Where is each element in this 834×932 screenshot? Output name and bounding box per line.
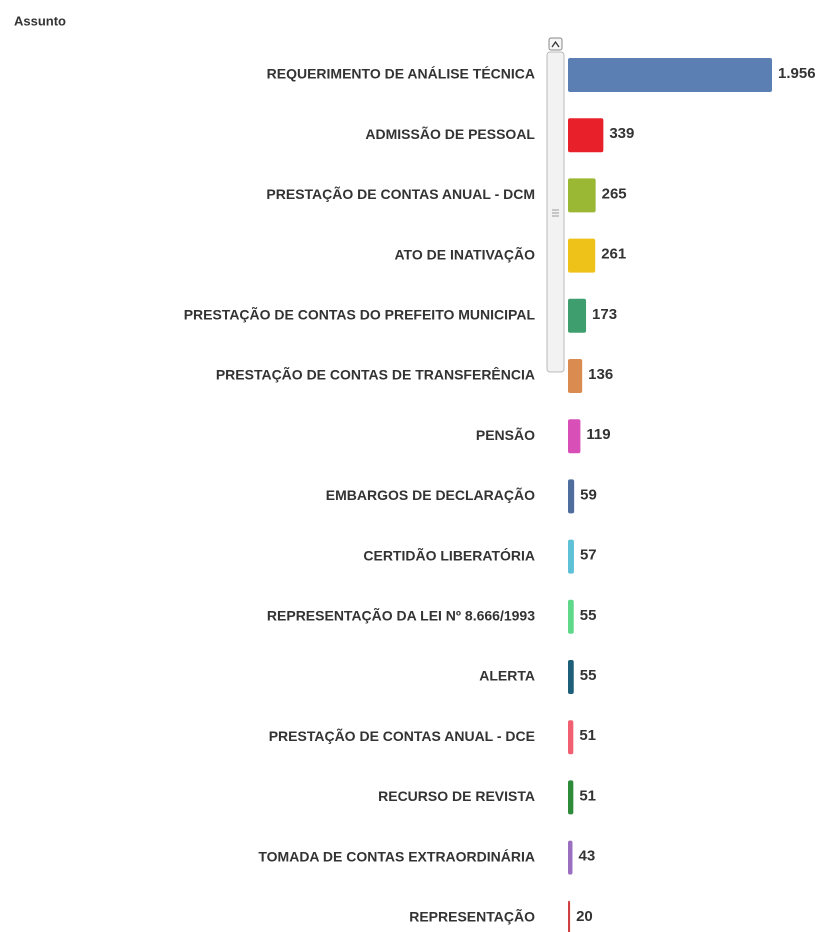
value-label: 43: [578, 848, 595, 865]
value-label: 51: [579, 727, 596, 744]
bar: [568, 599, 574, 634]
bar: [568, 359, 583, 393]
bar: [568, 840, 573, 875]
value-label: 59: [580, 486, 597, 503]
category-label: TOMADA DE CONTAS EXTRAORDINÁRIA: [258, 848, 535, 864]
bar: [568, 298, 587, 333]
category-label: REPRESENTAÇÃO: [409, 908, 535, 925]
scroll-grip: [552, 209, 559, 217]
value-label: 136: [588, 366, 613, 383]
bar: [568, 660, 574, 694]
category-label: PRESTAÇÃO DE CONTAS ANUAL - DCM: [266, 185, 535, 202]
value-label: 55: [580, 607, 597, 624]
category-label: PRESTAÇÃO DE CONTAS ANUAL - DCE: [269, 727, 535, 744]
bar: [568, 780, 574, 815]
value-label: 55: [580, 667, 597, 684]
category-label: ALERTA: [479, 668, 535, 684]
bar: [568, 118, 604, 153]
bar: [568, 900, 571, 932]
category-label: ADMISSÃO DE PESSOAL: [365, 125, 535, 142]
bar: [568, 720, 574, 755]
category-label: REPRESENTAÇÃO DA LEI Nº 8.666/1993: [267, 607, 535, 624]
value-label: 119: [586, 426, 610, 443]
scroll-thumb[interactable]: [546, 51, 565, 373]
scroll-up[interactable]: [548, 37, 563, 51]
bar: [568, 539, 574, 574]
value-label: 1.956: [778, 65, 816, 82]
category-label: PRESTAÇÃO DE CONTAS DE TRANSFERÊNCIA: [216, 366, 535, 383]
value-label: 173: [592, 306, 617, 323]
bar: [568, 178, 596, 213]
bar: [568, 419, 581, 454]
category-label: REQUERIMENTO DE ANÁLISE TÉCNICA: [267, 66, 535, 82]
chart-title: Assunto: [14, 13, 66, 28]
value-label: 265: [602, 185, 627, 202]
value-label: 261: [601, 246, 626, 263]
value-label: 339: [609, 125, 634, 142]
bar: [568, 58, 772, 92]
value-label: 51: [579, 787, 596, 804]
scroll-arrow: [551, 40, 560, 48]
scrollbar[interactable]: [546, 37, 565, 373]
category-label: PRESTAÇÃO DE CONTAS DO PREFEITO MUNICIPA…: [184, 306, 536, 323]
category-label: EMBARGOS DE DECLARAÇÃO: [326, 486, 535, 503]
value-label: 20: [576, 908, 593, 925]
bar: [568, 238, 596, 273]
category-label: CERTIDÃO LIBERATÓRIA: [363, 546, 535, 563]
category-label: PENSÃO: [476, 426, 535, 443]
category-label: ATO DE INATIVAÇÃO: [394, 245, 535, 262]
bar: [568, 479, 575, 514]
value-label: 57: [580, 547, 597, 564]
category-label: RECURSO DE REVISTA: [378, 788, 535, 804]
